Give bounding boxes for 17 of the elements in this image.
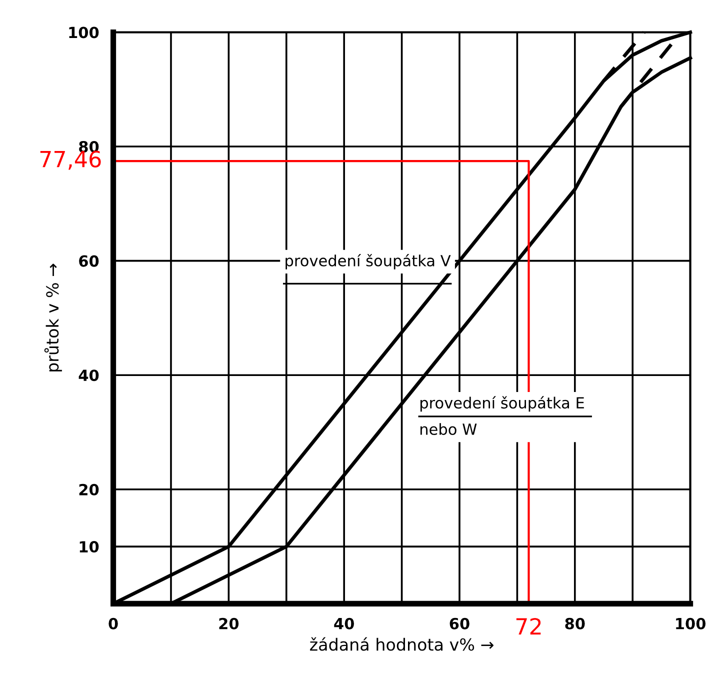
annotation: 77,46 bbox=[40, 150, 101, 170]
y-tick-label: 10 bbox=[80, 541, 99, 553]
x-tick-label: 60 bbox=[450, 618, 470, 630]
x-tick-label: 80 bbox=[565, 618, 585, 630]
x-tick-label: 20 bbox=[219, 618, 239, 630]
annotation: 72 bbox=[516, 618, 541, 634]
x-tick-label: 100 bbox=[676, 618, 706, 630]
x-tick-label: 40 bbox=[334, 618, 354, 630]
series-label: provedení šoupátka V bbox=[286, 254, 451, 270]
y-axis-title: průtok v % → bbox=[44, 264, 62, 372]
series-label: provedení šoupátka E nebo W bbox=[420, 396, 584, 436]
x-axis-title: žádaná hodnota v% → bbox=[310, 637, 494, 651]
x-tick-label: 0 bbox=[108, 618, 118, 630]
y-tick-label: 20 bbox=[79, 484, 99, 496]
y-tick-label: 60 bbox=[79, 255, 99, 267]
y-tick-label: 40 bbox=[78, 370, 99, 382]
y-tick-label: 100 bbox=[69, 26, 99, 38]
